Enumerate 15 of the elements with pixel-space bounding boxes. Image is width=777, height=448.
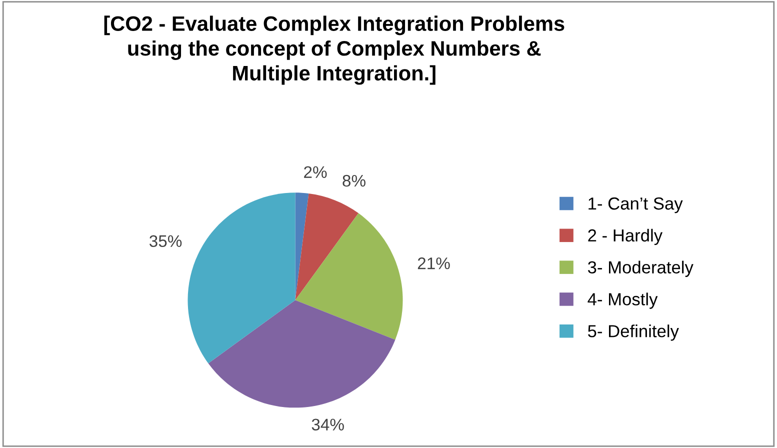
data-label: 35%	[149, 235, 182, 248]
pie-slice	[188, 192, 296, 364]
legend-label: 2 - Hardly	[588, 228, 663, 246]
data-label: 34%	[312, 418, 344, 431]
pie-slice	[295, 193, 358, 300]
chart-title: [CO2 - Evaluate Complex Integration Problems using the concept of Complex Numbers & Multiple Integration.]	[104, 16, 564, 85]
legend-label: 5- Definitely	[588, 324, 679, 341]
data-label: 8%	[342, 174, 366, 187]
legend-label: 4- Mostly	[588, 292, 658, 309]
data-label: 21%	[418, 257, 450, 270]
data-label: 2%	[304, 166, 327, 178]
legend-label: 3- Moderately	[588, 260, 694, 277]
pie-slice	[295, 213, 403, 340]
pie-slice	[208, 300, 396, 408]
legend-label: 1- Can’t Say	[588, 197, 683, 214]
